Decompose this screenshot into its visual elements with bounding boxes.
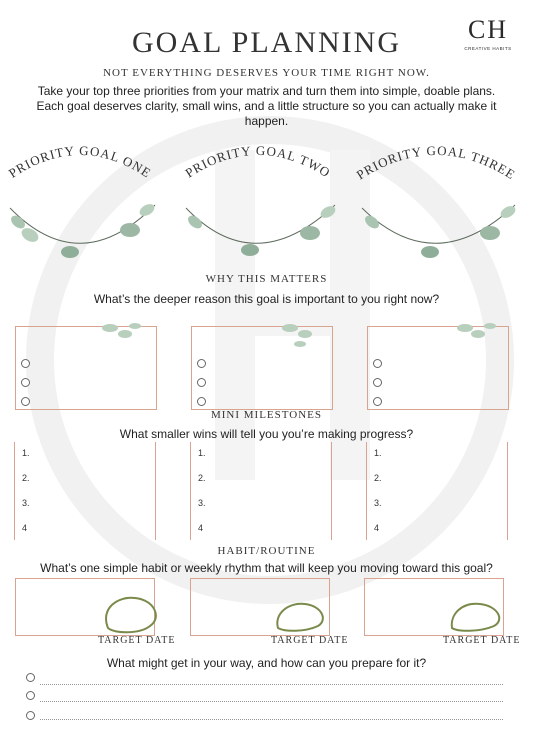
milestone-number: 3.	[374, 498, 382, 508]
milestones-box-one[interactable]	[14, 442, 156, 540]
target-date-ovals	[105, 596, 501, 634]
obstacle-ring-icon	[26, 711, 35, 720]
milestone-number: 2.	[198, 473, 206, 483]
page-title: GOAL PLANNING	[131, 26, 402, 59]
milestones-heading: MINI MILESTONES	[210, 409, 323, 421]
milestone-number: 4	[22, 523, 28, 533]
why-leaf-decor	[102, 323, 496, 347]
why-ring-icon	[373, 397, 382, 406]
milestones-box-two[interactable]	[190, 442, 332, 540]
logo-text: CREATIVE HABITS	[464, 46, 512, 51]
why-heading: WHY THIS MATTERS	[205, 273, 328, 285]
milestone-number: 3.	[22, 498, 30, 508]
milestone-number: 2.	[22, 473, 30, 483]
obstacles-prompt: What might get in your way, and how can …	[106, 656, 427, 670]
milestones-prompt: What smaller wins will tell you you’re m…	[119, 427, 414, 441]
intro-text: Take your top three priorities from your…	[36, 84, 497, 128]
goal-three-label: PRIORITY GOAL THREE	[354, 143, 519, 183]
why-ring-icon	[197, 359, 206, 368]
milestone-number: 1.	[374, 448, 382, 458]
milestone-number: 2.	[374, 473, 382, 483]
habit-prompt: What’s one simple habit or weekly rhythm…	[40, 561, 493, 575]
why-ring-icon	[197, 397, 206, 406]
milestone-number: 4	[374, 523, 380, 533]
target-date-label: TARGET DATE	[271, 635, 349, 646]
milestone-number: 1.	[198, 448, 206, 458]
vine-two	[185, 204, 336, 256]
obstacle-line[interactable]	[40, 684, 503, 685]
milestone-number: 1.	[22, 448, 30, 458]
obstacle-ring-icon	[26, 691, 35, 700]
vine-three	[361, 204, 516, 258]
habit-box-one[interactable]	[15, 578, 155, 636]
obstacle-line[interactable]	[40, 719, 503, 720]
habit-box-two[interactable]	[190, 578, 330, 636]
why-box-two[interactable]	[191, 326, 333, 410]
target-date-label: TARGET DATE	[443, 635, 521, 646]
why-box-one[interactable]	[15, 326, 157, 410]
page-subtitle: NOT EVERYTHING DESERVES YOUR TIME RIGHT …	[103, 67, 430, 79]
goal-two-label: PRIORITY GOAL TWO	[182, 143, 333, 181]
obstacle-line[interactable]	[40, 701, 503, 702]
obstacle-ring-icon	[26, 673, 35, 682]
why-ring-icon	[21, 397, 30, 406]
goal-one-label: PRIORITY GOAL ONE	[6, 143, 154, 181]
why-box-three[interactable]	[367, 326, 509, 410]
logo-letters: CH	[467, 15, 509, 44]
why-prompt: What’s the deeper reason this goal is im…	[93, 292, 440, 306]
milestones-box-three[interactable]	[366, 442, 508, 540]
why-ring-icon	[373, 378, 382, 387]
habit-heading: HABIT/ROUTINE	[217, 545, 316, 557]
goal-headings: PRIORITY GOAL ONE PRIORITY GOAL TWO PRIO…	[6, 143, 519, 258]
vine-one	[9, 204, 156, 258]
milestone-number: 4	[198, 523, 204, 533]
why-ring-icon	[197, 378, 206, 387]
target-date-label: TARGET DATE	[98, 635, 176, 646]
why-ring-icon	[373, 359, 382, 368]
why-ring-icon	[21, 359, 30, 368]
why-ring-icon	[21, 378, 30, 387]
habit-box-three[interactable]	[364, 578, 504, 636]
brand-logo: CH CREATIVE HABITS	[458, 15, 518, 61]
milestone-number: 3.	[198, 498, 206, 508]
